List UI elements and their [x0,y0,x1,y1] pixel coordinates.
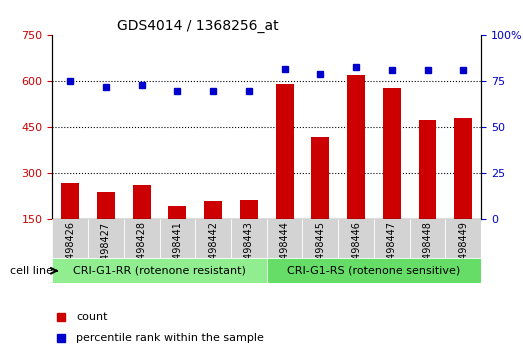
Text: count: count [76,312,107,322]
FancyBboxPatch shape [267,258,481,283]
Bar [454,118,472,266]
Bar [97,192,115,266]
FancyBboxPatch shape [446,219,481,258]
Text: GSM498447: GSM498447 [387,222,397,280]
Text: GSM498442: GSM498442 [208,222,218,280]
Bar [168,206,186,266]
FancyBboxPatch shape [160,219,195,258]
Bar [311,137,329,266]
Bar [240,200,258,266]
FancyBboxPatch shape [338,219,374,258]
FancyBboxPatch shape [267,219,302,258]
FancyBboxPatch shape [88,219,124,258]
Text: GSM498446: GSM498446 [351,222,361,280]
Bar [133,185,151,266]
Text: GSM498427: GSM498427 [101,222,111,281]
Text: GDS4014 / 1368256_at: GDS4014 / 1368256_at [117,19,278,33]
FancyBboxPatch shape [52,258,267,283]
Text: GSM498445: GSM498445 [315,222,325,280]
Bar [204,201,222,266]
FancyBboxPatch shape [124,219,160,258]
Bar [347,75,365,266]
Text: percentile rank within the sample: percentile rank within the sample [76,333,264,343]
Text: CRI-G1-RR (rotenone resistant): CRI-G1-RR (rotenone resistant) [73,266,246,276]
FancyBboxPatch shape [195,219,231,258]
Text: GSM498441: GSM498441 [173,222,183,280]
Bar [418,120,437,266]
Bar [383,87,401,266]
FancyBboxPatch shape [231,219,267,258]
Text: GSM498426: GSM498426 [65,222,75,280]
Text: CRI-G1-RS (rotenone sensitive): CRI-G1-RS (rotenone sensitive) [287,266,461,276]
FancyBboxPatch shape [374,219,410,258]
Text: GSM498449: GSM498449 [458,222,468,280]
Bar [61,183,79,266]
Text: GSM498428: GSM498428 [137,222,146,280]
FancyBboxPatch shape [302,219,338,258]
Text: GSM498443: GSM498443 [244,222,254,280]
Bar [276,85,293,266]
FancyBboxPatch shape [52,219,88,258]
Text: GSM498448: GSM498448 [423,222,433,280]
FancyBboxPatch shape [410,219,446,258]
Text: GSM498444: GSM498444 [280,222,290,280]
Text: cell line: cell line [10,266,53,276]
